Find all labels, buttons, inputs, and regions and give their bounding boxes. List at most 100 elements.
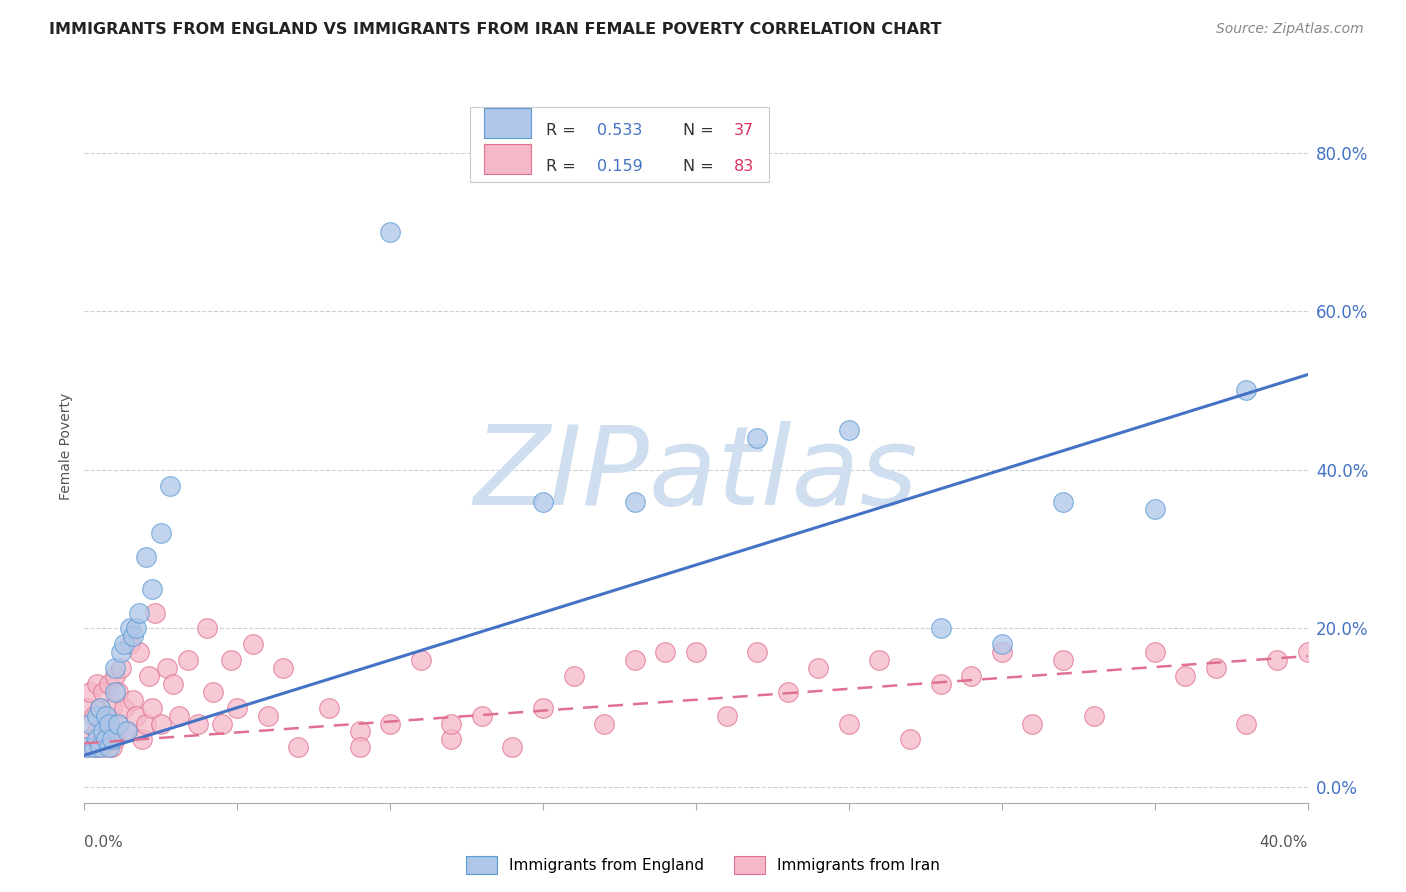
Point xyxy=(89,700,111,714)
Point xyxy=(115,724,138,739)
Bar xyxy=(484,108,531,137)
Point xyxy=(91,685,114,699)
Point xyxy=(128,645,150,659)
Point xyxy=(776,685,799,699)
Point xyxy=(747,431,769,445)
Point xyxy=(211,716,233,731)
Text: R =: R = xyxy=(546,160,575,175)
Point xyxy=(125,708,148,723)
Point xyxy=(138,669,160,683)
Text: N =: N = xyxy=(682,160,713,175)
Point xyxy=(869,653,891,667)
Point xyxy=(104,661,127,675)
Point xyxy=(101,740,124,755)
Point xyxy=(94,708,117,723)
Point xyxy=(242,637,264,651)
Point xyxy=(76,740,98,755)
Point xyxy=(440,716,463,731)
Y-axis label: Female Poverty: Female Poverty xyxy=(59,392,73,500)
Point xyxy=(471,708,494,723)
Point xyxy=(91,724,114,739)
Point xyxy=(1083,708,1105,723)
Point xyxy=(97,724,120,739)
Text: 40.0%: 40.0% xyxy=(1260,835,1308,850)
Point xyxy=(219,653,242,667)
Point xyxy=(86,732,108,747)
Point xyxy=(149,526,172,541)
Point xyxy=(991,637,1014,651)
Text: Source: ZipAtlas.com: Source: ZipAtlas.com xyxy=(1216,22,1364,37)
Point xyxy=(89,700,111,714)
Point xyxy=(115,724,138,739)
Point xyxy=(76,700,98,714)
Point xyxy=(1236,716,1258,731)
Point xyxy=(122,629,145,643)
Point xyxy=(79,732,101,747)
Point xyxy=(257,708,280,723)
Point xyxy=(101,732,124,747)
Text: IMMIGRANTS FROM ENGLAND VS IMMIGRANTS FROM IRAN FEMALE POVERTY CORRELATION CHART: IMMIGRANTS FROM ENGLAND VS IMMIGRANTS FR… xyxy=(49,22,942,37)
Text: R =: R = xyxy=(546,123,575,137)
Point xyxy=(991,645,1014,659)
Point xyxy=(112,637,135,651)
Point xyxy=(110,645,132,659)
Point xyxy=(120,637,142,651)
Point xyxy=(97,677,120,691)
Point xyxy=(143,606,166,620)
Point xyxy=(186,716,208,731)
Point xyxy=(86,708,108,723)
Point xyxy=(624,653,647,667)
Legend: Immigrants from England, Immigrants from Iran: Immigrants from England, Immigrants from… xyxy=(460,850,946,880)
Point xyxy=(380,716,402,731)
Point xyxy=(685,645,707,659)
Point xyxy=(167,708,190,723)
Point xyxy=(1021,716,1043,731)
Point xyxy=(89,740,111,755)
Point xyxy=(409,653,432,667)
Point xyxy=(531,700,554,714)
Point xyxy=(83,740,105,755)
Point xyxy=(838,423,860,437)
Point xyxy=(135,549,157,564)
Point xyxy=(1052,653,1074,667)
Point xyxy=(94,708,117,723)
Point xyxy=(349,740,371,755)
Text: ZIPatlas: ZIPatlas xyxy=(474,421,918,528)
Point xyxy=(110,661,132,675)
Text: 0.0%: 0.0% xyxy=(84,835,124,850)
Point xyxy=(86,677,108,691)
Point xyxy=(747,645,769,659)
Point xyxy=(83,708,105,723)
Point xyxy=(94,732,117,747)
Point xyxy=(440,732,463,747)
Point xyxy=(104,669,127,683)
Text: 0.533: 0.533 xyxy=(598,123,643,137)
Point xyxy=(624,494,647,508)
Point xyxy=(1296,645,1319,659)
Point xyxy=(112,700,135,714)
Text: N =: N = xyxy=(682,123,713,137)
Point xyxy=(156,661,179,675)
Point xyxy=(349,724,371,739)
Point xyxy=(838,716,860,731)
Point xyxy=(502,740,524,755)
Text: 0.159: 0.159 xyxy=(598,160,643,175)
Point xyxy=(97,716,120,731)
Point xyxy=(101,700,124,714)
Point xyxy=(654,645,676,659)
Point xyxy=(1205,661,1227,675)
Point xyxy=(162,677,184,691)
Point xyxy=(1052,494,1074,508)
Point xyxy=(159,478,181,492)
Point xyxy=(89,740,111,755)
Point xyxy=(107,716,129,731)
Text: 83: 83 xyxy=(734,160,754,175)
Point xyxy=(807,661,830,675)
Text: 37: 37 xyxy=(734,123,754,137)
Point xyxy=(318,700,340,714)
Point xyxy=(1265,653,1288,667)
Point xyxy=(960,669,983,683)
Point xyxy=(562,669,585,683)
Point xyxy=(135,716,157,731)
FancyBboxPatch shape xyxy=(470,107,769,182)
